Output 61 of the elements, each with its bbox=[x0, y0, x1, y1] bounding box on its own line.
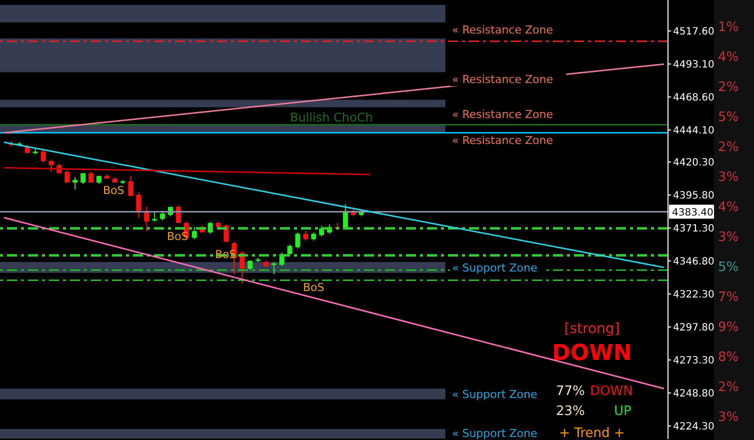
candlestick bbox=[271, 262, 276, 275]
y-tick-label: 4468.60 bbox=[673, 92, 714, 104]
band-label: « Support Zone bbox=[452, 261, 538, 274]
candlestick bbox=[64, 170, 70, 184]
candlestick bbox=[287, 244, 292, 256]
candlestick bbox=[319, 225, 324, 237]
candlestick bbox=[136, 192, 142, 218]
candlestick bbox=[40, 150, 46, 163]
candlestick bbox=[72, 176, 78, 190]
candlestick bbox=[128, 175, 134, 197]
y-tick-label: 4297.80 bbox=[673, 322, 714, 334]
band-label: « Resistance Zone bbox=[452, 108, 554, 122]
text: 4% bbox=[718, 200, 739, 215]
y-tick-label: 4248.80 bbox=[673, 388, 714, 400]
y-tick-label: 4273.30 bbox=[673, 356, 714, 367]
annotation: DOWN bbox=[590, 384, 633, 399]
candlestick bbox=[295, 232, 300, 250]
y-tick-label: 4371.30 bbox=[673, 224, 714, 235]
y-tick-label: 4420.30 bbox=[673, 158, 714, 169]
band-label: « Support Zone bbox=[452, 427, 538, 440]
ref-line-label: Bullish ChoCh bbox=[290, 110, 373, 125]
y-tick-label: 4517.60 bbox=[673, 26, 714, 38]
text: 3% bbox=[718, 230, 739, 245]
text: 8% bbox=[718, 350, 739, 365]
y-tick-label: 4493.10 bbox=[673, 60, 714, 71]
band-label: « Resistance Zone bbox=[452, 73, 554, 86]
annotation: BoS bbox=[167, 230, 188, 243]
text: 2% bbox=[718, 80, 739, 95]
y-tick-label: 4224.30 bbox=[673, 421, 714, 432]
text: 1% bbox=[718, 20, 739, 35]
annotation: BoS bbox=[303, 281, 324, 294]
candlestick bbox=[192, 226, 197, 240]
band-label: « Resistance Zone bbox=[452, 23, 554, 36]
y-tick-label: 4322.30 bbox=[673, 290, 714, 301]
annotation: UP bbox=[614, 404, 632, 419]
text: 2% bbox=[718, 380, 739, 395]
text: 2% bbox=[718, 140, 739, 155]
candlestick bbox=[152, 212, 158, 222]
band-label: « Support Zone bbox=[452, 388, 538, 402]
text: 9% bbox=[718, 320, 739, 335]
candlestick bbox=[303, 230, 308, 242]
text: 7% bbox=[718, 290, 739, 305]
annotation: DOWN bbox=[552, 341, 632, 366]
candlestick bbox=[248, 260, 253, 271]
annotation: [strong] bbox=[564, 321, 620, 337]
annotation: BoS bbox=[103, 184, 124, 197]
text: 3% bbox=[718, 410, 739, 425]
text: 5% bbox=[718, 110, 739, 125]
candlestick bbox=[80, 172, 86, 184]
band-label: « Resistance Zone bbox=[452, 134, 554, 147]
ref-line-label: 4383.40 bbox=[672, 208, 714, 219]
candlestick bbox=[48, 159, 54, 172]
annotation: 23% bbox=[556, 404, 585, 419]
annotation: 77% bbox=[556, 384, 585, 399]
y-tick-label: 4444.10 bbox=[673, 126, 714, 136]
text: 5% bbox=[718, 260, 739, 275]
text: 3% bbox=[718, 170, 739, 185]
y-tick-label: 4395.80 bbox=[673, 190, 714, 202]
annotation: + Trend + bbox=[559, 426, 625, 440]
y-tick-label: 4346.80 bbox=[673, 256, 714, 268]
text: 4% bbox=[718, 50, 739, 65]
